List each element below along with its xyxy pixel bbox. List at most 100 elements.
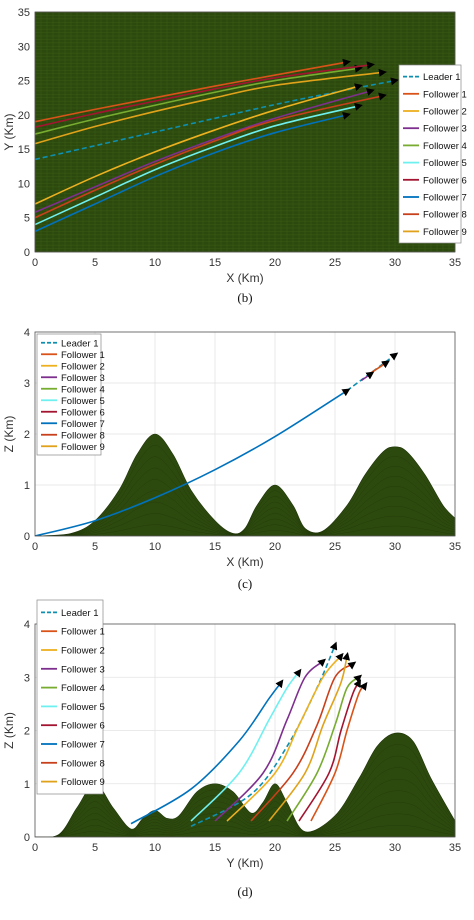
series-line-follower-7 <box>130 679 284 825</box>
y-tick-label: 25 <box>18 76 30 88</box>
legend-entry-follower-5: Follower 5 <box>61 396 105 407</box>
chart-d: 0 5 10 15 20 25 30 35 0 1 2 3 4 Y (Km) Z (Km) (d) Leader… <box>2 599 461 899</box>
legend-entry-follower-7: Follower 7 <box>61 740 105 751</box>
series-line-follower-3 <box>360 371 375 382</box>
legend-entry-follower-4: Follower 4 <box>423 141 467 152</box>
legend-entry-follower-6: Follower 6 <box>61 721 105 732</box>
legend-entry-follower-6: Follower 6 <box>423 175 467 186</box>
series-line-follower-1 <box>35 58 351 123</box>
series-line-follower-7 <box>35 388 351 536</box>
legend-entry-follower-4: Follower 4 <box>61 384 105 395</box>
y-tick-label: 30 <box>18 41 30 53</box>
series-line-follower-8 <box>35 92 387 219</box>
x-axis-label: Y (Km) <box>226 856 263 870</box>
x-tick-label: 30 <box>389 842 401 854</box>
x-tick-label: 35 <box>449 257 461 269</box>
y-tick-label: 0 <box>24 247 30 259</box>
y-tick-label: 3 <box>24 378 30 390</box>
legend-entry-follower-4: Follower 4 <box>61 683 105 694</box>
legend-entry-follower-7: Follower 7 <box>423 193 467 204</box>
plot-area <box>35 58 399 233</box>
legend-entry-leader-1: Leader 1 <box>423 72 461 83</box>
x-axis-label: X (Km) <box>226 555 263 569</box>
legend-entry-follower-1: Follower 1 <box>61 627 105 638</box>
legend-box <box>36 599 104 795</box>
x-tick-label: 35 <box>449 842 461 854</box>
y-tick-label: 1 <box>24 480 30 492</box>
series-line-follower-5 <box>190 668 302 822</box>
x-tick-label: 15 <box>209 842 221 854</box>
legend-entry-follower-9: Follower 9 <box>423 227 467 238</box>
x-tick-label: 20 <box>269 257 281 269</box>
series-line-follower-7 <box>35 111 351 233</box>
terrain-mesh-line <box>35 445 456 536</box>
legend-entry-leader-1: Leader 1 <box>61 338 99 349</box>
terrain-mesh-line <box>35 744 456 837</box>
legend-entry-follower-1: Follower 1 <box>61 350 105 361</box>
plot-area <box>35 352 456 536</box>
series-line-follower-3 <box>214 658 326 822</box>
y-tick-label: 5 <box>24 213 30 225</box>
series-line-follower-1 <box>310 682 368 822</box>
legend-entry-follower-2: Follower 2 <box>423 107 467 118</box>
legend-entry-follower-9: Follower 9 <box>61 777 105 788</box>
y-tick-label: 1 <box>24 779 30 791</box>
terrain-mesh-line <box>35 479 456 536</box>
x-tick-label: 15 <box>209 257 221 269</box>
series-line-follower-6 <box>35 61 375 128</box>
terrain-mesh-line <box>35 501 456 536</box>
x-tick-label: 30 <box>389 541 401 553</box>
series-line-follower-2 <box>35 83 363 205</box>
legend-entry-follower-9: Follower 9 <box>61 442 105 453</box>
x-tick-label: 20 <box>269 842 281 854</box>
chart-c: 0 5 10 15 20 25 30 35 0 1 2 3 4 X (Km) Z (Km) (c) Leader… <box>2 327 461 591</box>
terrain-mesh-line <box>35 524 456 536</box>
legend-entry-follower-1: Follower 1 <box>423 89 467 100</box>
series-line-follower-4 <box>286 674 362 822</box>
y-tick-label: 0 <box>24 531 30 543</box>
plot-area <box>35 641 456 837</box>
legend-entry-follower-2: Follower 2 <box>61 361 105 372</box>
y-tick-label: 0 <box>24 832 30 844</box>
legend-entry-follower-7: Follower 7 <box>61 419 105 430</box>
chart-b: 0 5 10 15 20 25 30 35 0 5 10 15 20 25 30 35 X (Km) Y (Km)… <box>2 7 467 305</box>
x-tick-label: 15 <box>209 541 221 553</box>
y-tick-label: 10 <box>18 178 30 190</box>
panel-caption: (c) <box>238 576 252 591</box>
x-tick-label: 0 <box>32 541 38 553</box>
x-tick-label: 10 <box>149 541 161 553</box>
terrain-mesh-line <box>35 790 456 837</box>
terrain-mesh-line <box>35 513 456 536</box>
series-line-follower-9 <box>35 68 387 145</box>
legend-entry-follower-8: Follower 8 <box>61 758 105 769</box>
legend-entry-follower-8: Follower 8 <box>423 210 467 221</box>
terrain-mesh-line <box>35 825 456 837</box>
y-axis-label: Y (Km) <box>2 113 16 150</box>
x-tick-label: 25 <box>329 257 341 269</box>
x-tick-label: 10 <box>149 257 161 269</box>
terrain-mesh-line <box>35 490 456 536</box>
legend-entry-follower-6: Follower 6 <box>61 407 105 418</box>
axes-frame <box>34 331 456 537</box>
series-line-follower-6 <box>298 679 361 822</box>
series-line-follower-5 <box>35 102 363 226</box>
x-tick-label: 10 <box>149 842 161 854</box>
y-tick-label: 4 <box>24 327 30 339</box>
y-axis-label: Z (Km) <box>2 712 16 749</box>
legend-entry-follower-3: Follower 3 <box>61 373 105 384</box>
x-tick-label: 0 <box>32 257 38 269</box>
panel-caption: (b) <box>237 290 252 305</box>
y-tick-label: 2 <box>24 429 30 441</box>
panel-caption: (d) <box>237 884 252 899</box>
series-line-follower-3 <box>35 88 375 213</box>
terrain-surface <box>35 732 456 837</box>
y-tick-label: 4 <box>24 619 30 631</box>
legend-entry-follower-8: Follower 8 <box>61 430 105 441</box>
terrain-mesh-line <box>35 767 456 837</box>
y-tick-label: 15 <box>18 144 30 156</box>
terrain-mesh-line <box>35 802 456 837</box>
x-tick-label: 5 <box>92 257 98 269</box>
